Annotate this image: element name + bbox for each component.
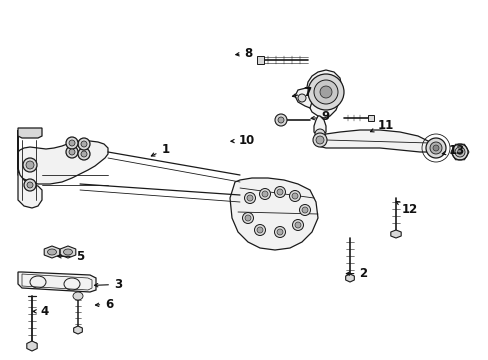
Polygon shape <box>294 88 313 108</box>
Text: 13: 13 <box>441 144 464 157</box>
Ellipse shape <box>299 204 310 216</box>
Text: 2: 2 <box>346 267 367 280</box>
Polygon shape <box>18 128 42 138</box>
Text: 6: 6 <box>95 298 113 311</box>
Polygon shape <box>44 246 60 258</box>
Polygon shape <box>345 274 354 282</box>
Ellipse shape <box>302 207 307 213</box>
Text: 7: 7 <box>292 86 311 99</box>
Polygon shape <box>60 246 76 258</box>
Ellipse shape <box>69 140 75 146</box>
Polygon shape <box>18 272 96 292</box>
Ellipse shape <box>274 186 285 198</box>
Ellipse shape <box>262 191 267 197</box>
Ellipse shape <box>81 141 87 147</box>
Polygon shape <box>315 130 435 152</box>
Ellipse shape <box>315 136 324 144</box>
Polygon shape <box>229 178 317 250</box>
Ellipse shape <box>307 74 343 110</box>
Ellipse shape <box>27 182 33 188</box>
Text: 12: 12 <box>395 202 417 216</box>
Ellipse shape <box>259 189 270 199</box>
Ellipse shape <box>313 80 337 104</box>
Ellipse shape <box>69 149 75 155</box>
Text: 4: 4 <box>33 305 48 318</box>
Polygon shape <box>305 70 341 118</box>
Polygon shape <box>74 326 82 334</box>
Ellipse shape <box>274 114 286 126</box>
Ellipse shape <box>257 227 263 233</box>
Text: 9: 9 <box>310 111 329 123</box>
Polygon shape <box>313 116 325 136</box>
Ellipse shape <box>457 149 462 154</box>
Ellipse shape <box>314 129 325 139</box>
Ellipse shape <box>276 229 283 235</box>
Ellipse shape <box>24 179 36 191</box>
Ellipse shape <box>26 161 34 169</box>
Ellipse shape <box>319 86 331 98</box>
Ellipse shape <box>81 151 87 157</box>
Ellipse shape <box>289 190 300 202</box>
Ellipse shape <box>63 249 72 255</box>
Ellipse shape <box>274 226 285 238</box>
Polygon shape <box>18 141 108 184</box>
Polygon shape <box>27 341 37 351</box>
Ellipse shape <box>297 94 305 102</box>
Polygon shape <box>257 56 264 64</box>
Ellipse shape <box>78 148 90 160</box>
Ellipse shape <box>432 145 438 151</box>
Text: 3: 3 <box>94 278 122 291</box>
Text: 10: 10 <box>230 134 254 147</box>
Ellipse shape <box>246 195 252 201</box>
Ellipse shape <box>66 137 78 149</box>
Text: 8: 8 <box>235 47 252 60</box>
Ellipse shape <box>291 193 297 199</box>
Ellipse shape <box>244 193 255 203</box>
Ellipse shape <box>312 133 326 147</box>
Ellipse shape <box>242 212 253 224</box>
Ellipse shape <box>78 138 90 150</box>
Ellipse shape <box>73 292 83 300</box>
Ellipse shape <box>254 225 265 235</box>
Ellipse shape <box>23 158 37 172</box>
Ellipse shape <box>244 215 250 221</box>
Ellipse shape <box>425 138 445 158</box>
Polygon shape <box>18 130 42 208</box>
Polygon shape <box>390 230 400 238</box>
Ellipse shape <box>66 146 78 158</box>
Text: 1: 1 <box>151 143 169 156</box>
Ellipse shape <box>429 142 441 154</box>
Ellipse shape <box>276 189 283 195</box>
Polygon shape <box>367 115 373 121</box>
Ellipse shape <box>451 144 467 160</box>
Text: 11: 11 <box>370 119 393 132</box>
Ellipse shape <box>294 222 301 228</box>
Ellipse shape <box>47 249 57 255</box>
Ellipse shape <box>278 117 284 123</box>
Ellipse shape <box>454 147 464 157</box>
Ellipse shape <box>292 220 303 230</box>
Text: 5: 5 <box>58 250 84 263</box>
